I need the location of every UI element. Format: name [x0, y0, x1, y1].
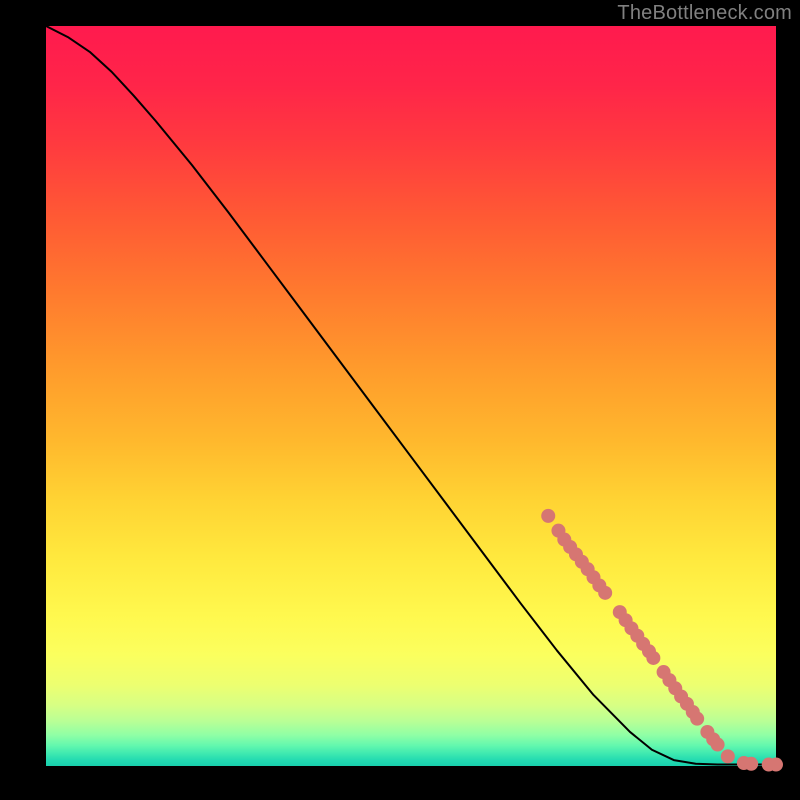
watermark-text: TheBottleneck.com: [617, 2, 792, 25]
data-marker: [541, 509, 555, 523]
data-marker: [769, 758, 783, 772]
data-marker: [721, 749, 735, 763]
data-marker: [711, 738, 725, 752]
data-marker: [598, 586, 612, 600]
chart-svg: [0, 0, 800, 800]
data-marker: [646, 651, 660, 665]
plot-background: [46, 26, 776, 766]
data-marker: [690, 712, 704, 726]
chart-container: TheBottleneck.com: [0, 0, 800, 800]
data-marker: [744, 757, 758, 771]
